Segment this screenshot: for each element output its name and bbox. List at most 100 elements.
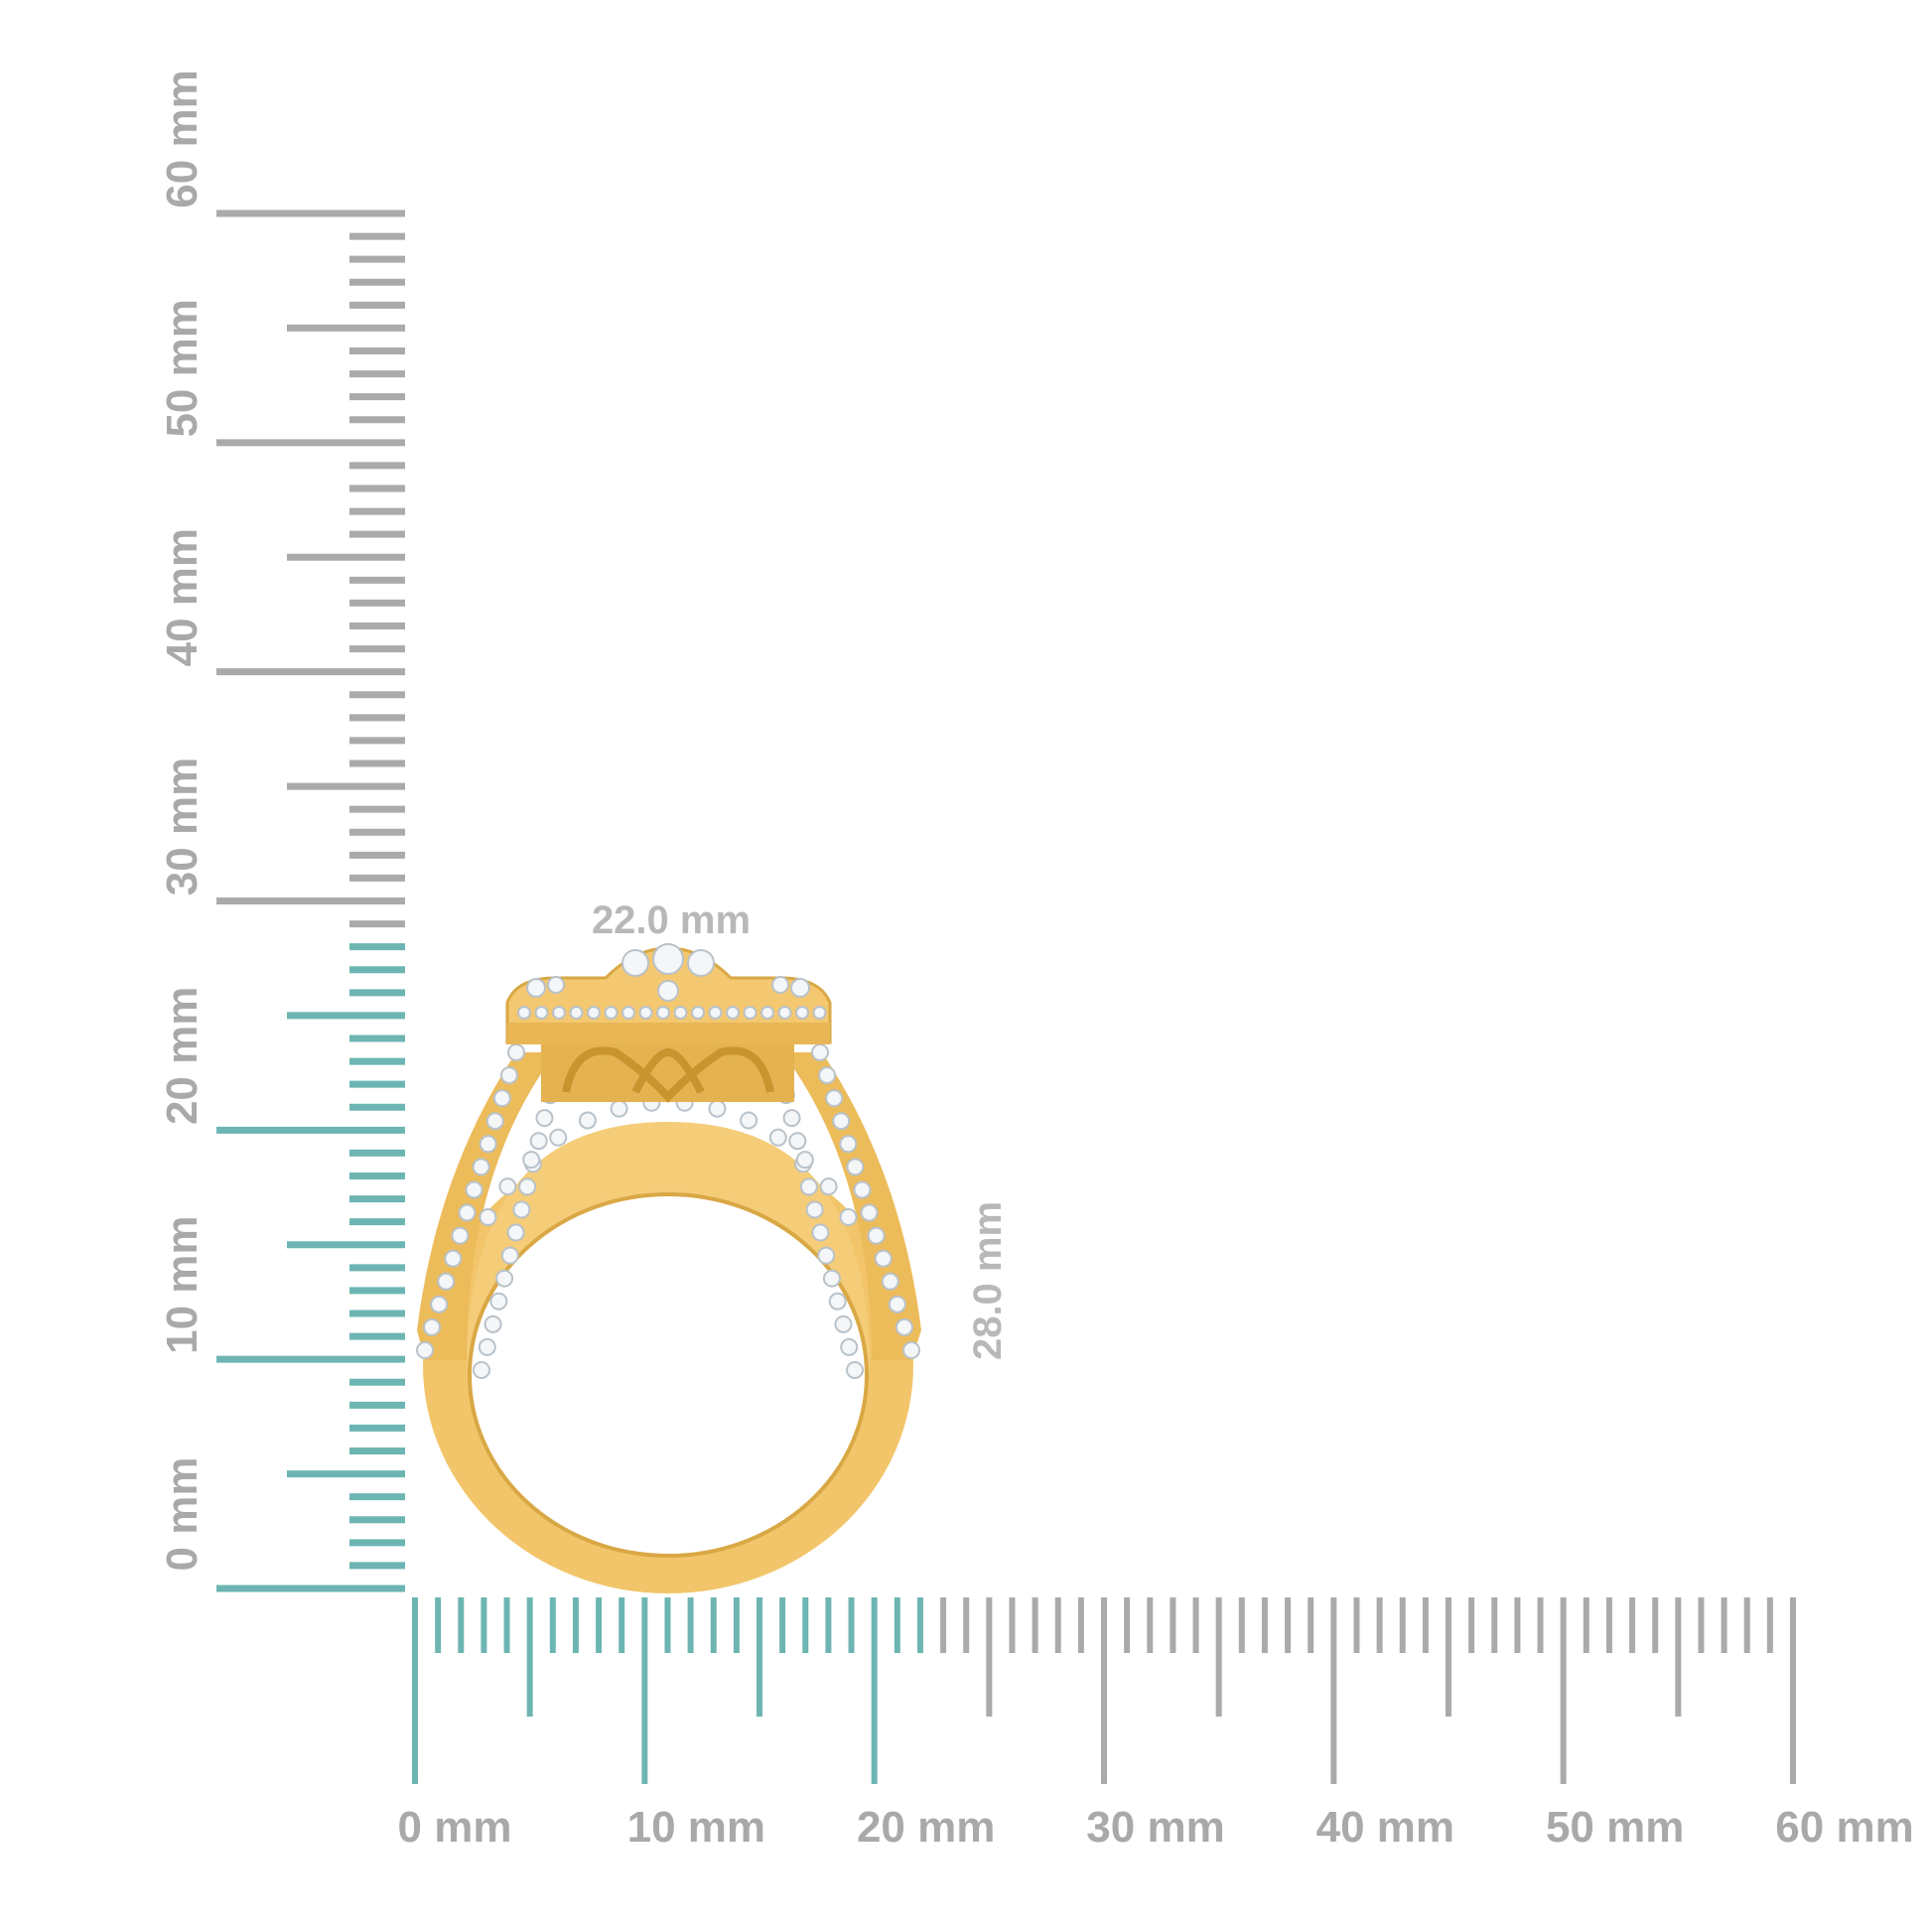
pave-stone: [817, 1246, 836, 1265]
pave-stone: [485, 1112, 504, 1131]
center-stone: [687, 949, 715, 977]
v-ruler-label: 60 mm: [158, 69, 207, 207]
gallery-scroll: [631, 1047, 705, 1094]
pave-stone: [834, 1314, 853, 1333]
pave-stone: [740, 1111, 759, 1130]
pave-stone: [437, 1272, 456, 1291]
pave-stone: [465, 1180, 483, 1199]
pave-stone: [881, 1272, 899, 1291]
halo-stone: [795, 1006, 809, 1020]
pave-stone: [895, 1317, 913, 1336]
halo-stone: [517, 1006, 531, 1020]
pave-stone: [782, 1109, 801, 1128]
halo-stone: [691, 1006, 705, 1020]
gallery-scroll: [562, 1046, 774, 1103]
pave-stone: [512, 1200, 531, 1219]
pave-stone: [500, 1246, 519, 1265]
center-stone: [657, 980, 679, 1002]
pave-stone: [549, 1128, 568, 1147]
pave-stone: [473, 1361, 490, 1379]
ring-image: [416, 943, 921, 1593]
pave-stone: [423, 1317, 442, 1336]
halo-stone: [708, 1006, 723, 1020]
pave-stone: [472, 1158, 490, 1176]
pave-stone: [799, 1177, 818, 1196]
pave-stone: [489, 1292, 508, 1311]
pave-stone: [811, 1223, 830, 1242]
halo-stone: [534, 1006, 549, 1020]
center-stone: [547, 976, 565, 994]
halo-stone: [760, 1006, 774, 1020]
pave-stone: [444, 1249, 463, 1268]
pave-stone: [535, 1109, 554, 1128]
head-rim: [507, 1023, 830, 1044]
pave-stone: [451, 1226, 470, 1245]
h-ruler-label: 10 mm: [627, 1803, 765, 1852]
pave-stone: [888, 1295, 906, 1313]
pave-stone: [822, 1269, 841, 1288]
center-stone: [652, 943, 684, 975]
halo-stone: [569, 1006, 584, 1020]
pave-stone: [846, 1361, 864, 1379]
pave-stone: [874, 1249, 893, 1268]
pave-stone: [818, 1066, 837, 1085]
pave-stone: [506, 1223, 525, 1242]
pave-stone: [518, 1177, 537, 1196]
pave-stone: [492, 1089, 511, 1108]
pave-stone: [498, 1177, 517, 1196]
center-stone: [526, 978, 546, 998]
ring-hole: [468, 1192, 869, 1558]
horizontal-ruler: 0 mm 10 mm 20 mm 30 mm 40 mm 50 mm 60 mm: [398, 1597, 1914, 1852]
pave-stone: [499, 1066, 518, 1085]
halo-stone: [726, 1006, 740, 1020]
v-ruler-label: 30 mm: [158, 758, 207, 896]
pave-stone: [853, 1180, 872, 1199]
pave-stone: [478, 1337, 496, 1356]
center-stone: [621, 949, 649, 977]
pave-stone: [867, 1226, 886, 1245]
pave-stone: [458, 1203, 477, 1222]
pave-stone: [430, 1295, 449, 1313]
pave-stone: [819, 1177, 838, 1196]
pave-stone: [578, 1111, 597, 1130]
pave-stone: [522, 1151, 541, 1170]
pave-stone: [840, 1337, 859, 1356]
v-ruler-label: 50 mm: [158, 299, 207, 437]
pave-stone: [846, 1158, 865, 1176]
pave-stone: [529, 1132, 548, 1151]
pave-stone: [828, 1292, 847, 1311]
h-ruler-label: 40 mm: [1316, 1803, 1454, 1852]
width-dimension-label: 22.0 mm: [592, 898, 751, 942]
pave-stone: [788, 1132, 807, 1151]
pave-stone: [795, 1151, 814, 1170]
pave-stone: [825, 1089, 844, 1108]
pave-stone: [416, 1341, 434, 1359]
pave-stone: [860, 1203, 879, 1222]
h-ruler-label: 0 mm: [398, 1803, 512, 1852]
v-ruler-label: 20 mm: [158, 987, 207, 1125]
pave-stone: [811, 1043, 829, 1061]
pave-stone: [839, 1208, 858, 1227]
h-ruler-label: 60 mm: [1775, 1803, 1913, 1852]
center-stone: [790, 978, 810, 998]
halo-stone: [552, 1006, 566, 1020]
pave-stone: [495, 1269, 514, 1288]
pave-stone: [479, 1208, 497, 1227]
height-dimension-label: 28.0 mm: [966, 1201, 1010, 1360]
center-stone: [771, 976, 789, 994]
pave-stone: [768, 1128, 787, 1147]
halo-stones: [517, 943, 827, 1020]
pave-stone: [832, 1112, 851, 1131]
pave-stone: [479, 1135, 497, 1154]
h-ruler-label: 20 mm: [857, 1803, 995, 1852]
halo-stone: [587, 1006, 601, 1020]
halo-stone: [604, 1006, 619, 1020]
halo-stone: [812, 1006, 827, 1020]
pave-stone: [708, 1099, 727, 1118]
halo-stone: [621, 1006, 635, 1020]
pave-stone: [805, 1200, 824, 1219]
halo-stone: [777, 1006, 792, 1020]
pave-stone: [902, 1341, 920, 1359]
pave-stone: [507, 1043, 525, 1061]
h-ruler-label: 50 mm: [1546, 1803, 1684, 1852]
